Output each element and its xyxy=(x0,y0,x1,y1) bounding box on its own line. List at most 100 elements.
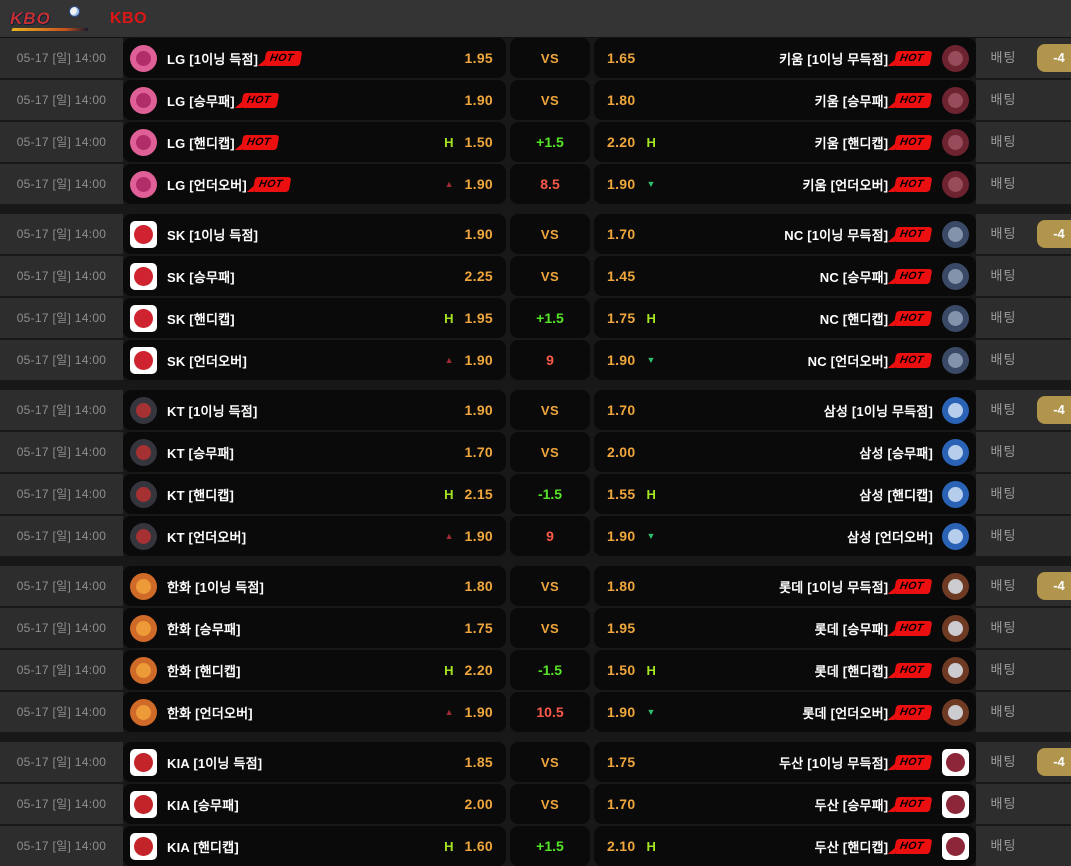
line-box: 10.5 xyxy=(510,692,590,732)
away-bet-card[interactable]: 1.70 삼성 [1이닝 무득점] xyxy=(594,390,976,430)
home-bet-card[interactable]: LG [핸디캡] HOT H 1.50 xyxy=(123,122,506,162)
away-bet-card[interactable]: 1.80 키움 [승무패] HOT xyxy=(594,80,976,120)
bet-button[interactable]: 배팅 xyxy=(990,176,1017,191)
line-value: +1.5 xyxy=(536,838,564,854)
home-indicator: H xyxy=(444,486,454,502)
away-bet-card[interactable]: 1.95 롯데 [승무패] HOT xyxy=(594,608,976,648)
doosan-bears-logo xyxy=(942,832,969,860)
away-bet-card[interactable]: 1.80 롯데 [1이닝 무득점] HOT xyxy=(594,566,976,606)
game-time: 05-17 [일] 14:00 xyxy=(0,650,123,690)
away-odds: 1.90 xyxy=(607,704,636,720)
away-bet-card[interactable]: 1.45 NC [승무패] HOT xyxy=(594,256,976,296)
bet-button[interactable]: 배팅 xyxy=(990,134,1017,149)
kt-wiz-logo xyxy=(130,438,157,466)
away-bet-card[interactable]: 1.90 ▼ 롯데 [언더오버] HOT xyxy=(594,692,976,732)
bet-button[interactable]: 배팅 xyxy=(990,268,1017,283)
home-bet-card[interactable]: KT [1이닝 득점] 1.90 xyxy=(123,390,506,430)
game-time: 05-17 [일] 14:00 xyxy=(0,608,123,648)
away-indicator: H xyxy=(646,134,656,150)
away-bet-card[interactable]: 1.90 ▼ 삼성 [언더오버] xyxy=(594,516,976,556)
away-bet-card[interactable]: 1.90 ▼ 키움 [언더오버] HOT xyxy=(594,164,976,204)
bet-cell: 배팅 xyxy=(976,516,1071,556)
home-indicator: ▲ xyxy=(444,707,454,717)
away-bet-card[interactable]: 1.70 NC [1이닝 무득점] HOT xyxy=(594,214,976,254)
home-bet-label: KT [승무패] xyxy=(167,445,235,461)
line-value: VS xyxy=(540,578,560,594)
bet-button[interactable]: 배팅 xyxy=(990,796,1017,811)
game-time: 05-17 [일] 14:00 xyxy=(0,256,123,296)
bet-cell: 배팅 xyxy=(976,340,1071,380)
away-indicator: H xyxy=(646,310,656,326)
away-bet-card[interactable]: 1.50 H 롯데 [핸디캡] HOT xyxy=(594,650,976,690)
away-bet-card[interactable]: 2.00 삼성 [승무패] xyxy=(594,432,976,472)
bet-button[interactable]: 배팅 xyxy=(990,444,1017,459)
away-odds: 1.45 xyxy=(607,268,636,284)
bet-button[interactable]: 배팅 xyxy=(990,402,1017,417)
away-bet-card[interactable]: 1.55 H 삼성 [핸디캡] xyxy=(594,474,976,514)
bet-button[interactable]: 배팅 xyxy=(990,838,1017,853)
line-value: VS xyxy=(540,402,560,418)
home-bet-card[interactable]: LG [승무패] HOT 1.90 xyxy=(123,80,506,120)
home-bet-card[interactable]: KIA [1이닝 득점] 1.85 xyxy=(123,742,506,782)
home-bet-card[interactable]: 한화 [1이닝 득점] 1.80 xyxy=(123,566,506,606)
away-bet-label: NC [승무패] xyxy=(819,269,889,285)
hanwha-eagles-logo xyxy=(130,656,157,684)
home-bet-card[interactable]: 한화 [핸디캡] H 2.20 xyxy=(123,650,506,690)
home-odds: 2.20 xyxy=(464,662,493,678)
line-box: +1.5 xyxy=(510,826,590,866)
line-box: 9 xyxy=(510,516,590,556)
home-bet-card[interactable]: LG [언더오버] HOT ▲ 1.90 xyxy=(123,164,506,204)
home-bet-card[interactable]: KT [언더오버] ▲ 1.90 xyxy=(123,516,506,556)
away-bet-card[interactable]: 1.70 두산 [승무패] HOT xyxy=(594,784,976,824)
home-bet-card[interactable]: SK [언더오버] ▲ 1.90 xyxy=(123,340,506,380)
hot-badge: HOT xyxy=(240,92,279,108)
line-value: VS xyxy=(540,796,560,812)
bet-button[interactable]: 배팅 xyxy=(990,226,1017,241)
home-bet-card[interactable]: LG [1이닝 득점] HOT 1.95 xyxy=(123,38,506,78)
bet-row: 05-17 [일] 14:00 LG [1이닝 득점] HOT 1.95 VS … xyxy=(0,38,1071,78)
bet-button[interactable]: 배팅 xyxy=(990,310,1017,325)
bet-button[interactable]: 배팅 xyxy=(990,528,1017,543)
home-bet-card[interactable]: KIA [핸디캡] H 1.60 xyxy=(123,826,506,866)
home-bet-card[interactable]: SK [승무패] 2.25 xyxy=(123,256,506,296)
away-indicator: ▼ xyxy=(646,179,656,189)
bet-row: 05-17 [일] 14:00 KIA [승무패] 2.00 VS 1.70 두… xyxy=(0,784,1071,824)
away-bet-card[interactable]: 1.75 두산 [1이닝 무득점] HOT xyxy=(594,742,976,782)
bet-button[interactable]: 배팅 xyxy=(990,704,1017,719)
bet-button[interactable]: 배팅 xyxy=(990,754,1017,769)
away-indicator: ▼ xyxy=(646,355,656,365)
away-bet-card[interactable]: 1.75 H NC [핸디캡] HOT xyxy=(594,298,976,338)
kiwoom-heroes-logo xyxy=(942,170,969,198)
bet-button[interactable]: 배팅 xyxy=(990,352,1017,367)
away-bet-card[interactable]: 2.10 H 두산 [핸디캡] HOT xyxy=(594,826,976,866)
away-odds: 1.90 xyxy=(607,176,636,192)
game-group: 05-17 [일] 14:00 KT [1이닝 득점] 1.90 VS 1.70… xyxy=(0,390,1071,556)
home-odds: 1.60 xyxy=(464,838,493,854)
away-bet-card[interactable]: 1.65 키움 [1이닝 무득점] HOT xyxy=(594,38,976,78)
away-bet-label: 삼성 [1이닝 무득점] xyxy=(823,403,933,419)
kt-wiz-logo xyxy=(130,396,157,424)
away-bet-card[interactable]: 1.90 ▼ NC [언더오버] HOT xyxy=(594,340,976,380)
bet-button[interactable]: 배팅 xyxy=(990,578,1017,593)
nc-dinos-logo xyxy=(942,304,969,332)
home-bet-label: KIA [핸디캡] xyxy=(167,839,239,855)
home-bet-card[interactable]: 한화 [승무패] 1.75 xyxy=(123,608,506,648)
home-indicator: ▲ xyxy=(444,355,454,365)
game-time: 05-17 [일] 14:00 xyxy=(0,474,123,514)
home-bet-card[interactable]: KT [승무패] 1.70 xyxy=(123,432,506,472)
home-bet-card[interactable]: SK [핸디캡] H 1.95 xyxy=(123,298,506,338)
doosan-bears-logo xyxy=(942,748,969,776)
home-bet-card[interactable]: SK [1이닝 득점] 1.90 xyxy=(123,214,506,254)
line-box: +1.5 xyxy=(510,298,590,338)
bet-button[interactable]: 배팅 xyxy=(990,662,1017,677)
bet-button[interactable]: 배팅 xyxy=(990,50,1017,65)
home-bet-card[interactable]: KIA [승무패] 2.00 xyxy=(123,784,506,824)
game-time: 05-17 [일] 14:00 xyxy=(0,122,123,162)
bet-button[interactable]: 배팅 xyxy=(990,92,1017,107)
logo-underline xyxy=(11,27,89,31)
home-bet-card[interactable]: KT [핸디캡] H 2.15 xyxy=(123,474,506,514)
away-bet-card[interactable]: 2.20 H 키움 [핸디캡] HOT xyxy=(594,122,976,162)
bet-button[interactable]: 배팅 xyxy=(990,486,1017,501)
bet-button[interactable]: 배팅 xyxy=(990,620,1017,635)
home-bet-card[interactable]: 한화 [언더오버] ▲ 1.90 xyxy=(123,692,506,732)
